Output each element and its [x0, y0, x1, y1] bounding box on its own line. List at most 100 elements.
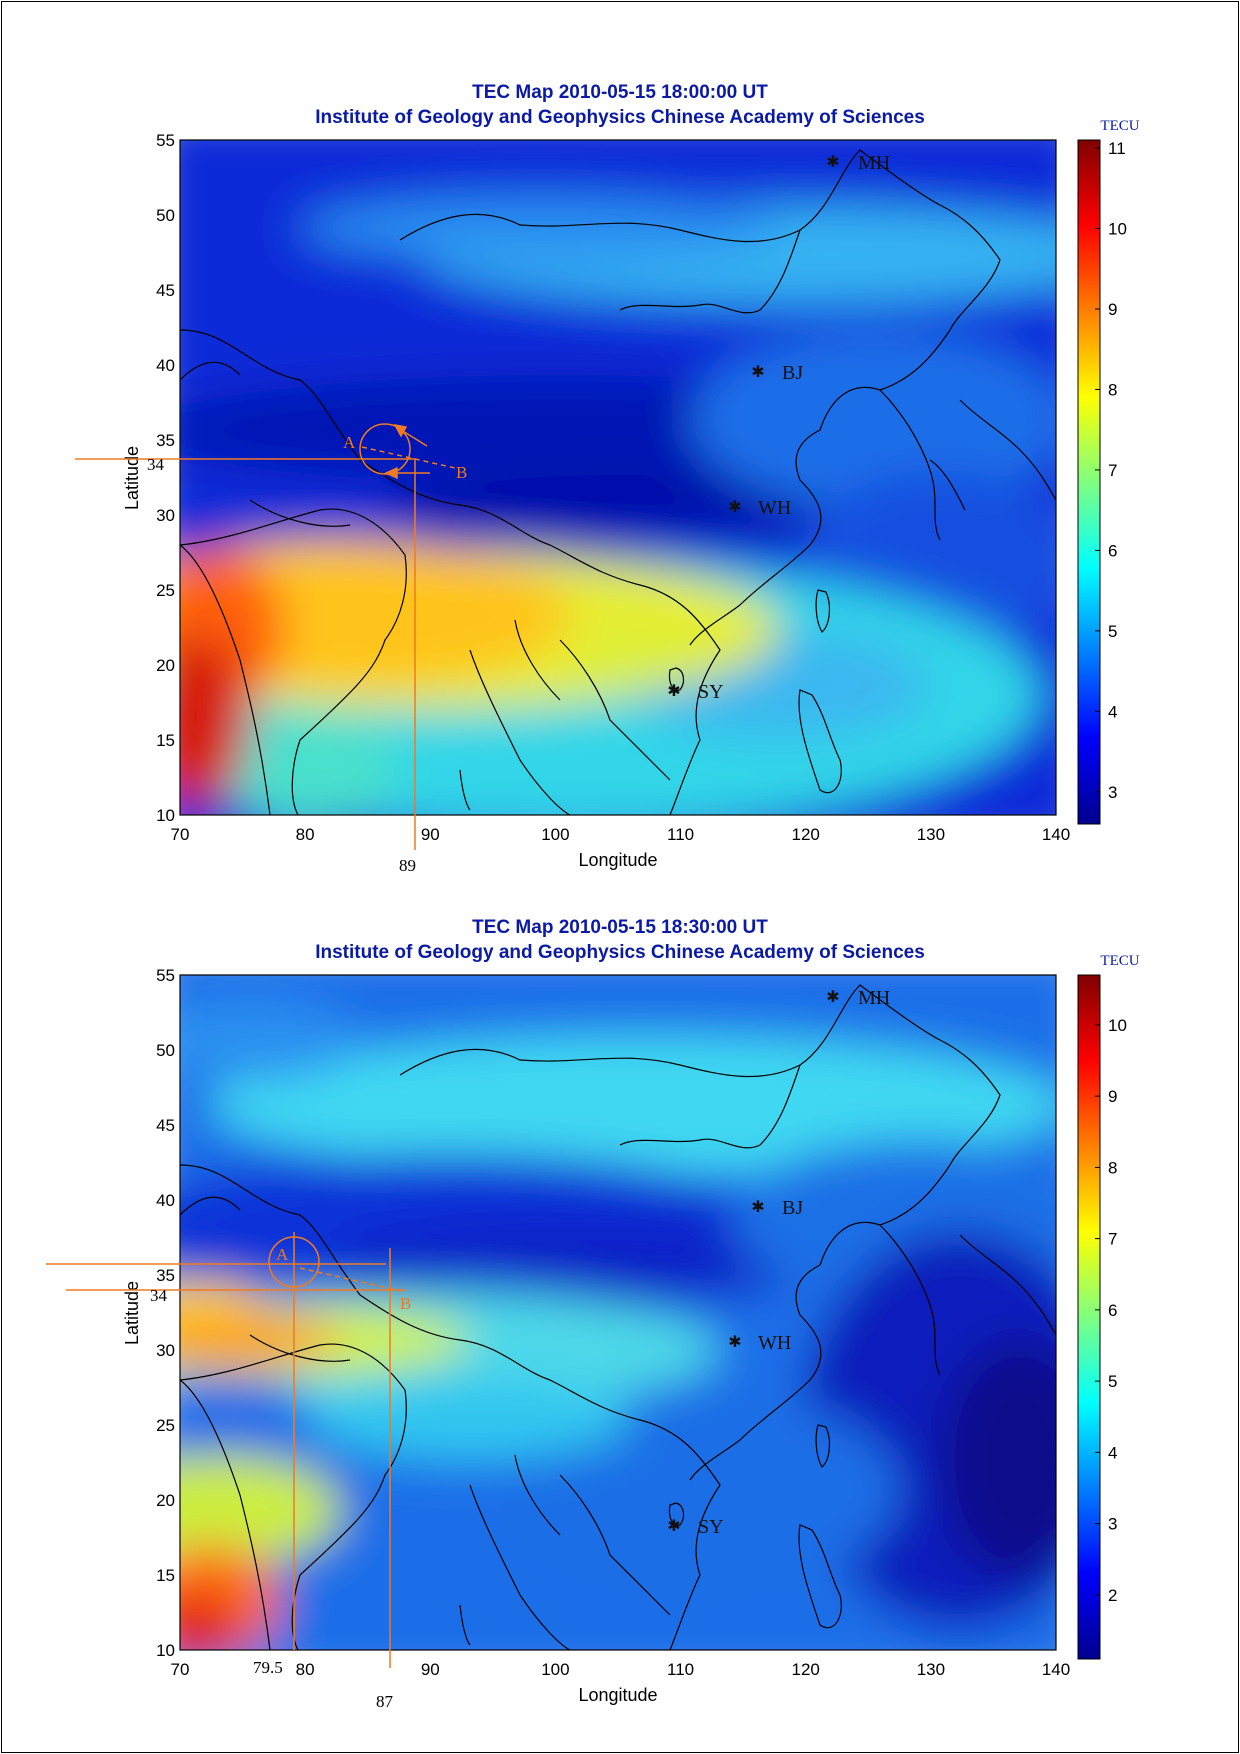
colorbar-tick-label: 11: [1108, 139, 1126, 158]
map2-y-tick: 45: [156, 1116, 175, 1135]
colorbar-tick-label: 9: [1108, 300, 1117, 319]
lon-mark: 79.5: [253, 1658, 283, 1677]
map1-y-axis-label: Latitude: [122, 446, 142, 510]
map1-x-tick: 70: [171, 825, 190, 844]
point-a-label: A: [343, 433, 356, 452]
lat-mark: 34: [150, 1286, 168, 1305]
map2-y-axis-label: Latitude: [122, 1281, 142, 1345]
map1-title-line2: Institute of Geology and Geophysics Chin…: [315, 107, 925, 128]
map2-y-tick: 50: [156, 1041, 175, 1060]
map2-panel: 70 80 90 100 110 120 130 140 10 15 20 25…: [46, 953, 1140, 1711]
map2-y-tick: 20: [156, 1491, 175, 1510]
map1-y-tick: 55: [156, 131, 175, 150]
map2-y-tick: 55: [156, 966, 175, 985]
map1-y-tick: 30: [156, 506, 175, 525]
map1-x-tick: 120: [792, 825, 820, 844]
map2-x-tick: 70: [171, 1660, 190, 1679]
map2-annotation: [46, 1232, 406, 1668]
map1-y-tick: 25: [156, 581, 175, 600]
colorbar-tick-label: 3: [1108, 783, 1117, 802]
map2-y-tick: 35: [156, 1266, 175, 1285]
map2-y-tick: 40: [156, 1191, 175, 1210]
map1-coordinate-marks: 34 89: [147, 455, 416, 875]
svg-text:✱: ✱: [728, 1334, 741, 1351]
colorbar-tick-label: 8: [1108, 1158, 1117, 1177]
colorbar-tick-label: 2: [1108, 1586, 1117, 1605]
map1-x-tick: 140: [1042, 825, 1070, 844]
station-label-bj: BJ: [782, 362, 803, 384]
colorbar-tick-label: 9: [1108, 1087, 1117, 1106]
svg-text:✱: ✱: [826, 989, 839, 1006]
colorbar-tick-label: 5: [1108, 1372, 1117, 1391]
map1-colorbar-ticks: 3 4 5 6 7 8 9 10 11: [1095, 139, 1127, 802]
map1-y-tick: 35: [156, 431, 175, 450]
svg-text:✱: ✱: [667, 1518, 680, 1535]
map2-y-tick: 15: [156, 1566, 175, 1585]
colorbar-tick-label: 6: [1108, 1301, 1117, 1320]
map2-y-ticks: 10 15 20 25 30 35 40 45 50 55: [156, 966, 175, 1660]
svg-text:✱: ✱: [751, 364, 764, 381]
map1-panel: 70 80 90 100 110 120 130 140 10 15 20 25…: [75, 118, 1140, 875]
map2-y-tick: 10: [156, 1641, 175, 1660]
map2-colorbar: [1077, 974, 1101, 1660]
map2-colorbar-unit: TECU: [1100, 953, 1139, 969]
map2-coastlines: [180, 984, 1056, 1650]
map1-stations: ✱ MH ✱ BJ ✱ WH ✱ SY: [667, 152, 890, 703]
map2-x-tick: 130: [917, 1660, 945, 1679]
colorbar-tick-label: 10: [1108, 1016, 1127, 1035]
map2-axes-box: [179, 974, 1057, 1651]
colorbar-tick-label: 6: [1108, 541, 1117, 560]
svg-text:✱: ✱: [751, 1199, 764, 1216]
map2-y-tick: 25: [156, 1416, 175, 1435]
map2-x-tick: 100: [541, 1660, 569, 1679]
map2-stations: ✱ MH ✱ BJ ✱ WH ✱ SY: [667, 987, 890, 1538]
map2-x-tick: 90: [421, 1660, 440, 1679]
map1-y-ticks: 10 15 20 25 30 35 40 45 50 55: [156, 131, 175, 825]
colorbar-tick-label: 3: [1108, 1515, 1117, 1534]
map2-annotation-labels: A B: [276, 1245, 411, 1313]
map2-title-line1: TEC Map 2010-05-15 18:30:00 UT: [472, 917, 768, 938]
map2-x-ticks: 70 80 90 100 110 120 130 140: [171, 1660, 1071, 1679]
map2-colorbar-ticks: 2 3 4 5 6 7 8 9 10: [1095, 1016, 1127, 1605]
map1-colorbar-unit: TECU: [1100, 118, 1139, 134]
station-label-sy: SY: [698, 1516, 724, 1538]
colorbar-tick-label: 4: [1108, 1443, 1117, 1462]
svg-text:✱: ✱: [728, 499, 741, 516]
lon-mark: 87: [376, 1692, 394, 1711]
colorbar-tick-label: 5: [1108, 622, 1117, 641]
point-b-label: B: [400, 1294, 411, 1313]
colorbar-tick-label: 7: [1108, 1230, 1117, 1249]
lon-mark: 89: [399, 856, 416, 875]
point-a-label: A: [276, 1245, 289, 1264]
svg-text:✱: ✱: [826, 154, 839, 171]
colorbar-tick-label: 8: [1108, 380, 1117, 399]
map1-y-tick: 45: [156, 281, 175, 300]
map2-y-tick: 30: [156, 1341, 175, 1360]
point-b-label: B: [456, 463, 467, 482]
map2-x-tick: 140: [1042, 1660, 1070, 1679]
map1-axes-box: [179, 139, 1057, 816]
map2-x-axis-label: Longitude: [578, 1685, 657, 1705]
map1-x-tick: 80: [296, 825, 315, 844]
map2-title-line2: Institute of Geology and Geophysics Chin…: [315, 942, 925, 963]
map1-x-tick: 100: [541, 825, 569, 844]
map2-x-tick: 80: [296, 1660, 315, 1679]
station-label-wh: WH: [758, 497, 791, 519]
colorbar-tick-label: 10: [1108, 220, 1127, 239]
map1-y-tick: 50: [156, 206, 175, 225]
map1-x-axis-label: Longitude: [578, 850, 657, 870]
map2-coordinate-marks: 34 79.5 87: [150, 1286, 394, 1711]
colorbar-tick-label: 7: [1108, 461, 1117, 480]
station-label-sy: SY: [698, 681, 724, 703]
map1-annotation: [75, 423, 456, 850]
map2-x-tick: 110: [667, 1660, 694, 1679]
map1-tec-field: [180, 140, 1056, 815]
lat-mark: 34: [147, 455, 165, 474]
map1-y-tick: 15: [156, 731, 175, 750]
map1-colorbar: [1077, 139, 1101, 825]
map1-x-tick: 130: [917, 825, 945, 844]
map1-y-tick: 40: [156, 356, 175, 375]
map1-x-tick: 90: [421, 825, 440, 844]
map1-y-tick: 10: [156, 806, 175, 825]
